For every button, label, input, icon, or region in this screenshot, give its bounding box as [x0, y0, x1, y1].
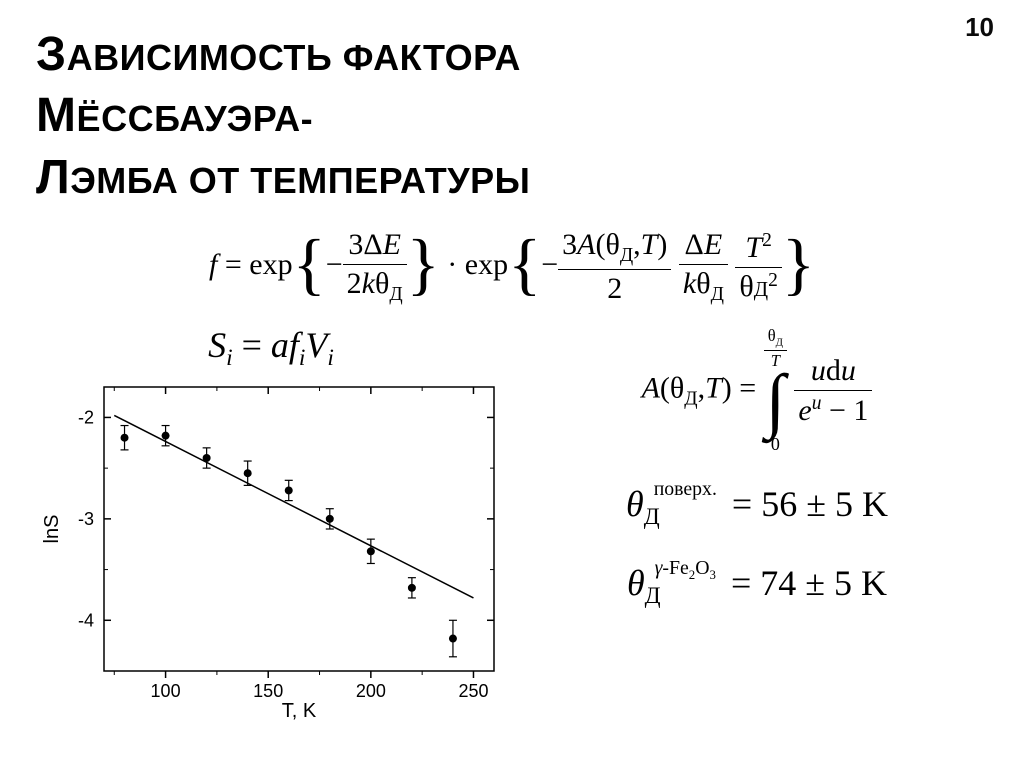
- equation-a: A(θД,T) = θДT ∫ 0 udu eu − 1: [526, 328, 988, 453]
- svg-text:T, K: T, K: [282, 700, 317, 722]
- equation-theta-surface: θДповерх. = 56 ± 5 K: [526, 483, 988, 531]
- svg-text:150: 150: [253, 681, 283, 701]
- svg-text:lnS: lnS: [41, 514, 63, 543]
- svg-text:-2: -2: [78, 407, 94, 427]
- slide-title: ЗАВИСИМОСТЬ ФАКТОРА МЁССБАУЭРА-ЛЭМБА ОТ …: [36, 24, 796, 208]
- svg-text:-4: -4: [78, 610, 94, 630]
- svg-text:100: 100: [151, 681, 181, 701]
- svg-text:250: 250: [458, 681, 488, 701]
- svg-text:-3: -3: [78, 508, 94, 528]
- page-number: 10: [965, 12, 994, 43]
- equation-f: f = exp{− 3ΔE 2kθД } · exp{− 3A(θД,T) 2 …: [36, 228, 988, 306]
- lns-vs-t-chart: 100 150 200 250 -4 -3 -2 T, K lnS: [36, 377, 506, 727]
- svg-text:200: 200: [356, 681, 386, 701]
- equation-s: Si = afiVi: [36, 324, 506, 372]
- equation-theta-fe2o3: θДγ-Fe2O3 = 74 ± 5 K: [526, 562, 988, 610]
